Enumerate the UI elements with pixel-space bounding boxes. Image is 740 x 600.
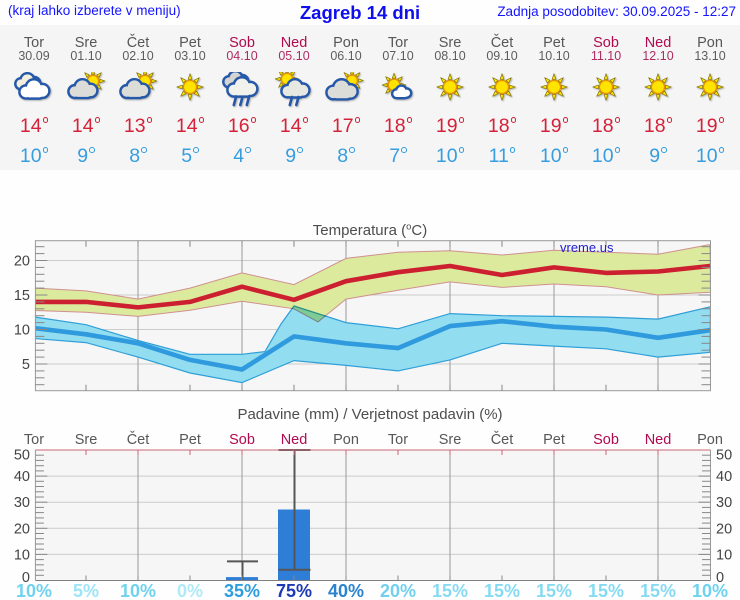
- svg-text:5%: 5%: [73, 581, 99, 600]
- svg-text:Pon: Pon: [333, 432, 359, 448]
- svg-text:Pon: Pon: [697, 432, 723, 448]
- svg-text:75%: 75%: [276, 581, 312, 600]
- svg-text:0: 0: [22, 570, 30, 586]
- svg-text:Ned: Ned: [645, 432, 672, 448]
- svg-text:20: 20: [14, 254, 30, 270]
- svg-text:10%: 10%: [692, 581, 728, 600]
- svg-text:Sob: Sob: [229, 432, 255, 448]
- svg-text:40%: 40%: [328, 581, 364, 600]
- svg-text:Temperatura (oC): Temperatura (oC): [313, 222, 428, 240]
- svg-text:10: 10: [716, 547, 732, 563]
- svg-text:15: 15: [14, 288, 30, 304]
- svg-text:15%: 15%: [588, 581, 624, 600]
- svg-text:10: 10: [14, 547, 30, 563]
- svg-text:Ned: Ned: [281, 432, 308, 448]
- svg-text:vreme.us: vreme.us: [560, 240, 614, 255]
- svg-text:0: 0: [716, 570, 724, 586]
- svg-text:10%: 10%: [16, 581, 52, 600]
- svg-text:Sre: Sre: [439, 432, 462, 448]
- svg-text:20%: 20%: [380, 581, 416, 600]
- svg-text:20: 20: [14, 521, 30, 537]
- svg-text:15%: 15%: [640, 581, 676, 600]
- svg-text:0%: 0%: [177, 581, 203, 600]
- svg-text:15%: 15%: [432, 581, 468, 600]
- svg-text:50: 50: [14, 448, 30, 464]
- svg-text:Sre: Sre: [75, 432, 98, 448]
- svg-text:Pet: Pet: [543, 432, 565, 448]
- svg-text:10%: 10%: [120, 581, 156, 600]
- svg-text:Sob: Sob: [593, 432, 619, 448]
- svg-text:Tor: Tor: [24, 432, 44, 448]
- svg-text:40: 40: [716, 469, 732, 485]
- svg-text:15%: 15%: [484, 581, 520, 600]
- svg-text:Čet: Čet: [491, 431, 514, 448]
- svg-text:15%: 15%: [536, 581, 572, 600]
- svg-text:30: 30: [14, 495, 30, 511]
- svg-text:Tor: Tor: [388, 432, 408, 448]
- svg-text:10: 10: [14, 323, 30, 339]
- svg-text:Pet: Pet: [179, 432, 201, 448]
- svg-text:Čet: Čet: [127, 431, 150, 448]
- svg-text:20: 20: [716, 521, 732, 537]
- svg-text:50: 50: [716, 448, 732, 464]
- svg-text:40: 40: [14, 469, 30, 485]
- svg-text:Padavine (mm) / Verjetnost pad: Padavine (mm) / Verjetnost padavin (%): [237, 406, 502, 423]
- svg-text:30: 30: [716, 495, 732, 511]
- svg-text:5: 5: [22, 357, 30, 373]
- svg-text:35%: 35%: [224, 581, 260, 600]
